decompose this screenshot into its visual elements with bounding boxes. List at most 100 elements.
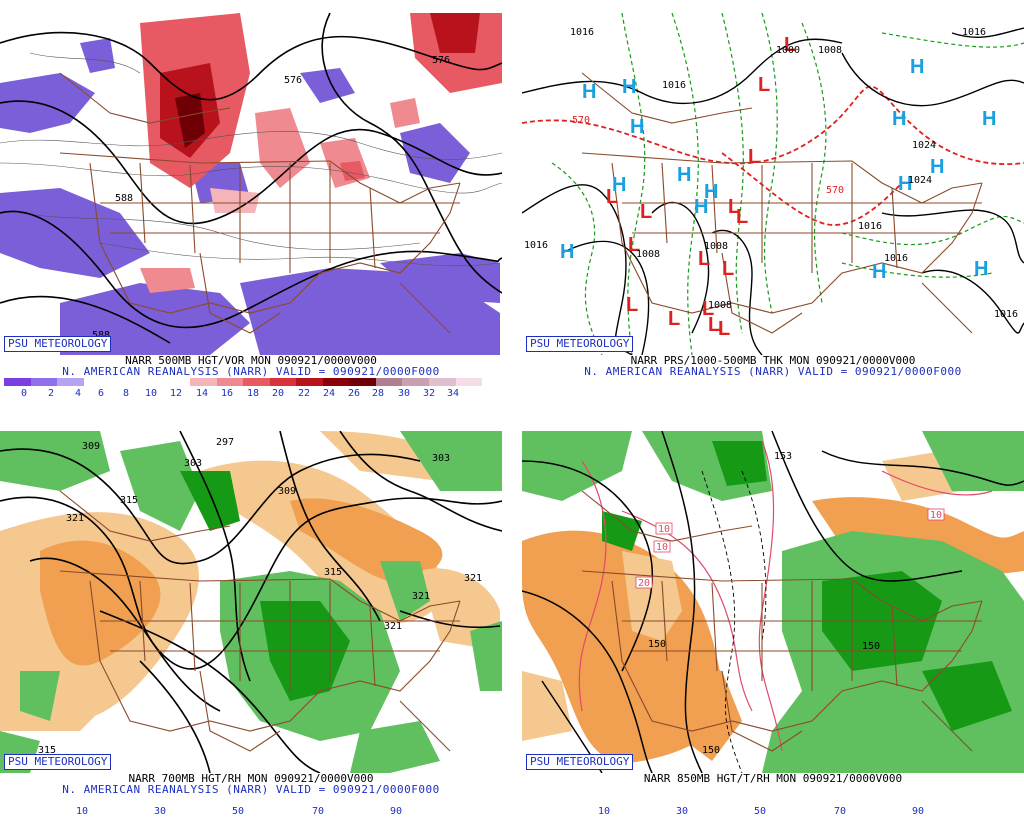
colorbar-tick: 50	[231, 806, 245, 817]
product-title: NARR PRS/1000-500MB THK MON 090921/0000V…	[630, 354, 916, 367]
moist-areas	[0, 431, 502, 773]
high-marker: H	[898, 173, 912, 195]
colorbar-tick: 32	[422, 388, 436, 399]
contour-label: 1016	[524, 240, 548, 251]
contour-label: 150	[862, 641, 880, 652]
contour-label: 576	[432, 55, 450, 66]
high-marker: H	[694, 196, 708, 218]
colorbar-tick: 12	[169, 388, 183, 399]
contour-label: 1008	[708, 300, 732, 311]
colorbar-tick: 34	[446, 388, 460, 399]
colorbar-swatch	[269, 378, 297, 386]
low-marker: L	[628, 234, 640, 256]
colorbar-tick: 8	[122, 388, 130, 399]
height-contours	[0, 13, 502, 344]
panel-500mb-vorticity: 576 588 588 576 PSU METEOROLOGY NARR 500…	[0, 0, 502, 400]
colorbar-tick: 26	[347, 388, 361, 399]
low-marker: L	[784, 34, 796, 56]
political-borders	[581, 72, 983, 334]
slp-thickness-map: H H H H H H H H H H H H H H H L L L	[522, 13, 1024, 355]
colorbar-swatch	[136, 378, 164, 386]
contour-label: 1024	[912, 140, 936, 151]
high-marker: H	[704, 181, 718, 203]
contour-label: 309	[82, 441, 100, 452]
high-marker: H	[982, 108, 996, 130]
rh-700-colorbar	[4, 796, 482, 804]
colorbar-swatch	[110, 378, 137, 386]
contour-label: 1016	[858, 221, 882, 232]
colorbar-tick: 50	[753, 806, 767, 817]
rh-700-map-svg: 309 297 303 315 321 309 303 315 321 321 …	[0, 431, 502, 773]
high-marker: H	[612, 174, 626, 196]
colorbar-tick: 2	[47, 388, 55, 399]
low-marker: L	[668, 308, 680, 330]
label-box	[653, 540, 671, 553]
contour-label: 321	[384, 621, 402, 632]
contour-label: 588	[115, 193, 133, 204]
contour-label: 315	[38, 745, 56, 756]
colorbar-swatch	[375, 378, 403, 386]
low-marker: L	[722, 258, 734, 280]
colorbar-tick: 28	[371, 388, 385, 399]
contour-labels: 576 588 588 576	[92, 55, 450, 341]
colorbar-swatch	[429, 378, 456, 386]
contour-label: 570	[826, 185, 844, 196]
low-marker: L	[698, 248, 710, 270]
contour-label: 303	[432, 453, 450, 464]
high-marker: H	[630, 116, 644, 138]
low-marker: L	[736, 206, 748, 228]
colorbar-tick: 10	[597, 806, 611, 817]
product-title: NARR 500MB HGT/VOR MON 090921/0000V000	[125, 354, 377, 367]
colorbar-tick: 18	[246, 388, 260, 399]
high-marker: H	[872, 261, 886, 283]
colorbar-tick: 70	[311, 806, 325, 817]
rh-850-colorbar	[526, 796, 1004, 804]
product-title: NARR 700MB HGT/RH MON 090921/0000V000	[128, 772, 374, 785]
colorbar-tick: 90	[911, 806, 925, 817]
high-pressure-markers: H H H H H H H H H H H H H H H	[560, 56, 996, 283]
contour-label: 10	[930, 510, 942, 521]
contour-label: 1016	[962, 27, 986, 38]
low-marker: L	[748, 146, 760, 168]
contour-labels: 309 297 303 315 321 309 303 315 321 321 …	[38, 437, 482, 756]
psu-badge: PSU METEOROLOGY	[4, 336, 112, 352]
label-box	[927, 508, 945, 521]
colorbar-swatch	[83, 378, 111, 386]
contour-label: 570	[572, 115, 590, 126]
height-contours	[0, 431, 502, 773]
contour-labels: 153 10 20 10 150 150 150 10	[635, 451, 945, 756]
vorticity-map-svg: 576 588 588 576	[0, 13, 502, 355]
colorbar-tick: 90	[389, 806, 403, 817]
rh-700-map: 309 297 303 315 321 309 303 315 321 321 …	[0, 431, 502, 773]
vorticity-contours	[0, 52, 502, 267]
low-pressure-markers: L L L L L L L L L L L L L L L	[606, 34, 796, 340]
product-title: NARR 850MB HGT/T/RH MON 090921/0000V000	[643, 772, 903, 785]
colorbar-swatch	[322, 378, 350, 386]
low-marker: L	[626, 294, 638, 316]
contour-label: 588	[92, 330, 110, 341]
panel-700mb-rh: 309 297 303 315 321 309 303 315 321 321 …	[0, 418, 502, 818]
political-borders	[581, 490, 983, 752]
contour-label: 10	[656, 542, 668, 553]
low-marker: L	[640, 201, 652, 223]
panel-850mb-rh: 153 10 20 10 150 150 150 10 PSU METEOROL…	[522, 418, 1024, 818]
colorbar-ticks: 0 2 4 6 8 10 12 14 16 18 20 22 24 26 28 …	[4, 388, 482, 400]
colorbar-tick: 16	[220, 388, 234, 399]
colorbar-swatch	[296, 378, 323, 386]
slp-thickness-map-svg: H H H H H H H H H H H H H H H L L L	[522, 13, 1024, 355]
rh-850-map-svg: 153 10 20 10 150 150 150 10	[522, 431, 1024, 773]
colorbar-swatch	[189, 378, 217, 386]
vorticity-colorbar	[4, 378, 483, 386]
high-marker: H	[910, 56, 924, 78]
colorbar-tick: 20	[271, 388, 285, 399]
contour-label: 321	[464, 573, 482, 584]
high-marker: H	[677, 164, 691, 186]
colorbar-tick: 0	[20, 388, 28, 399]
isobars	[522, 27, 1024, 355]
colorbar-tick: 30	[153, 806, 167, 817]
contour-label: 576	[284, 75, 302, 86]
contour-label: 321	[66, 513, 84, 524]
contour-label: 10	[658, 524, 670, 535]
contour-label: 1016	[884, 253, 908, 264]
colorbar-swatch	[163, 378, 190, 386]
